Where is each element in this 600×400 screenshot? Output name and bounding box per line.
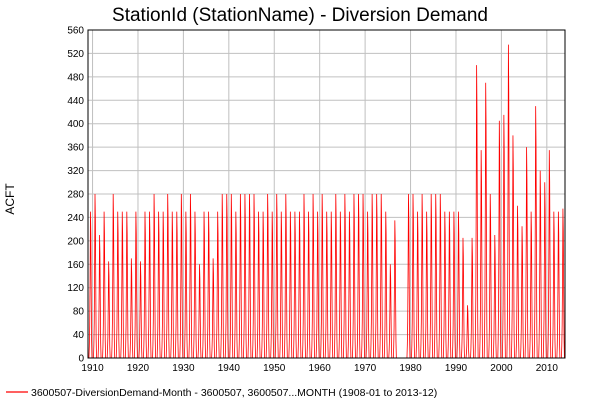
- y-tick-label: 440: [67, 96, 84, 107]
- series-line: [88, 44, 565, 359]
- x-tick-label: 2000: [490, 363, 513, 374]
- x-tick-label: 1940: [218, 363, 241, 374]
- y-tick-label: 480: [67, 72, 84, 83]
- x-tick-label: 1970: [354, 363, 377, 374]
- x-tick-label: 1910: [81, 363, 104, 374]
- y-tick-label: 360: [67, 143, 84, 154]
- y-tick-label: 560: [67, 26, 84, 37]
- y-tick-label: 320: [67, 166, 84, 177]
- y-tick-label: 280: [67, 190, 84, 201]
- legend: 3600507-DiversionDemand-Month - 3600507,…: [6, 387, 437, 399]
- y-tick-label: 200: [67, 236, 84, 247]
- y-axis-label: ACFT: [3, 183, 17, 215]
- y-tick-label: 40: [73, 330, 85, 341]
- x-tick-label: 1920: [127, 363, 150, 374]
- x-tick-label: 1980: [399, 363, 422, 374]
- legend-label: 3600507-DiversionDemand-Month - 3600507,…: [31, 387, 437, 399]
- y-tick-label: 120: [67, 283, 84, 294]
- y-tick-label: 160: [67, 260, 84, 271]
- chart-title: StationId (StationName) - Diversion Dema…: [112, 5, 488, 26]
- x-tick-label: 1960: [309, 363, 332, 374]
- y-tick-label: 520: [67, 49, 84, 60]
- y-tick-label: 0: [78, 354, 84, 365]
- x-tick-label: 1990: [445, 363, 468, 374]
- x-tick-labels: 1910 1920 1930 1940 1950 1960 1970 1980 1990 2000…: [81, 363, 558, 374]
- y-tick-label: 240: [67, 213, 84, 224]
- y-tick-label: 80: [73, 307, 85, 318]
- x-tick-label: 2010: [536, 363, 559, 374]
- y-tick-label: 400: [67, 119, 84, 130]
- y-tick-labels: 0 40 80 120 160 200 240 280 320 360 400 440 480 520 56…: [67, 26, 84, 365]
- x-tick-label: 1930: [172, 363, 195, 374]
- plot-frame: [87, 29, 566, 359]
- x-tick-label: 1950: [263, 363, 286, 374]
